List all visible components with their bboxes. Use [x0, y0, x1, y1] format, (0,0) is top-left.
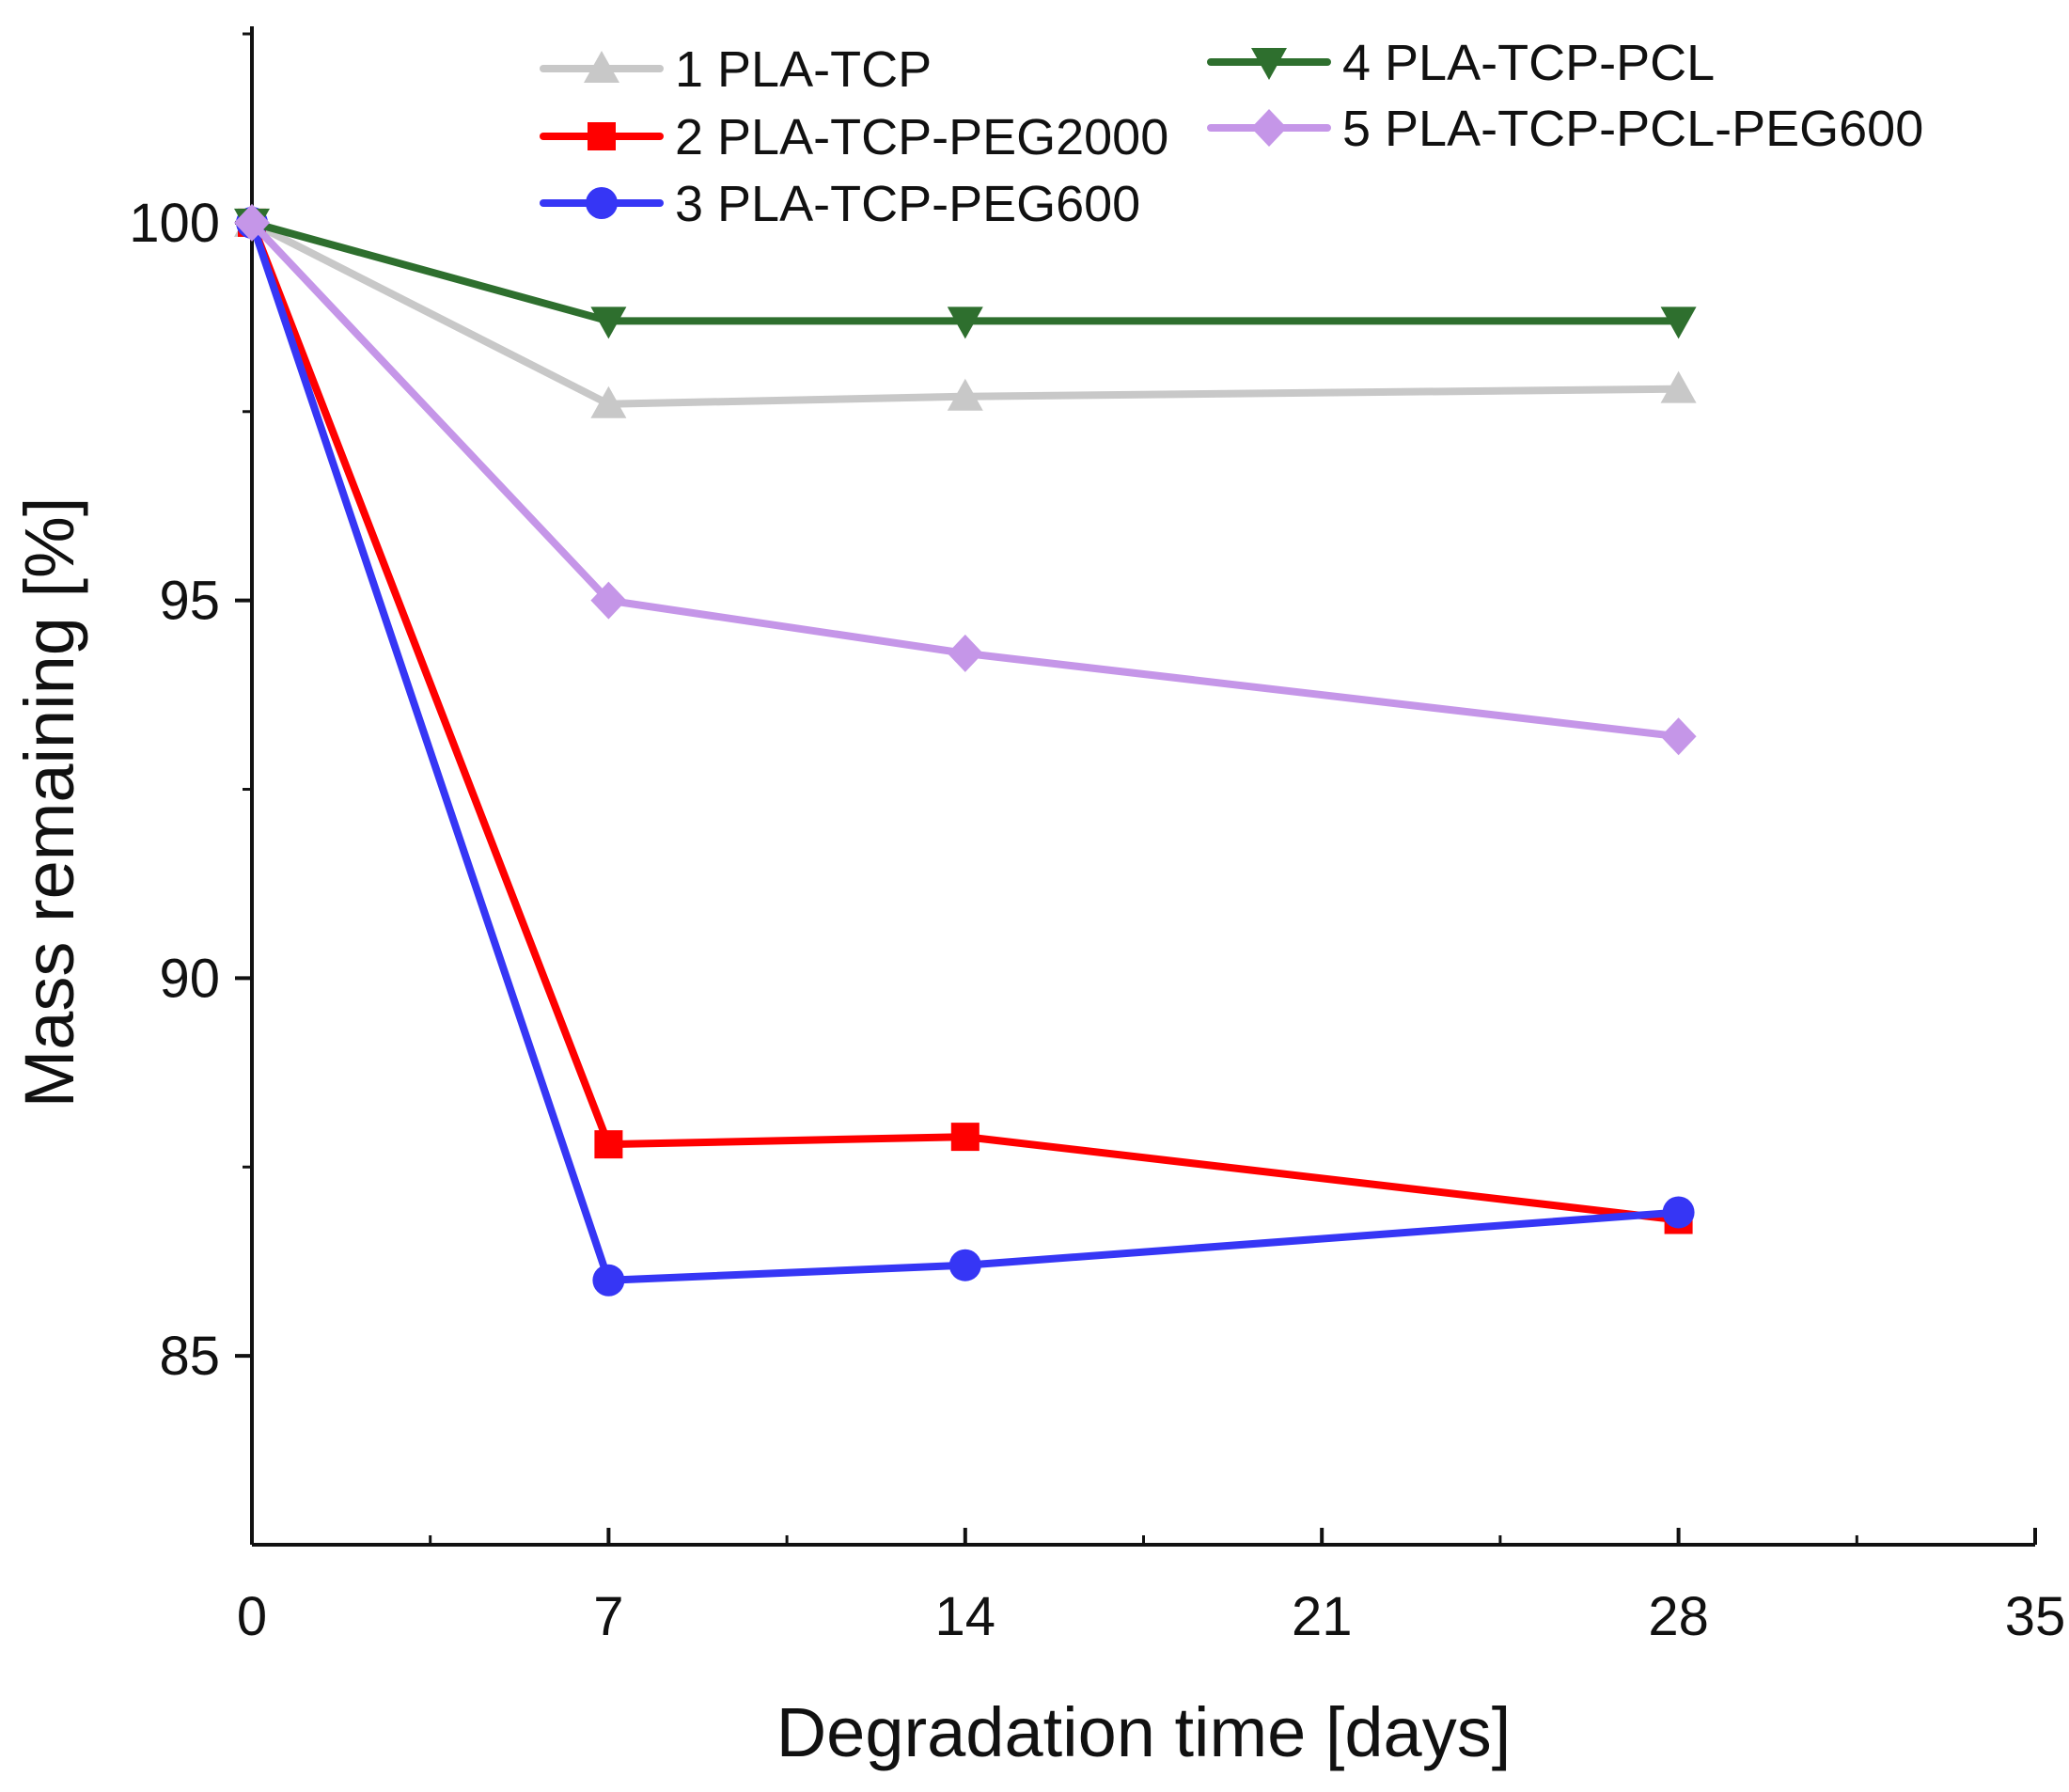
- legend-label-2-pla-tcp-peg2000: 2 PLA-TCP-PEG2000: [675, 109, 1168, 165]
- series-line-3-pla-tcp-peg600: [248, 218, 1683, 1284]
- legend-item-3-pla-tcp-peg600: 3 PLA-TCP-PEG600: [540, 176, 1140, 232]
- x-tick-label-28: 28: [1648, 1586, 1709, 1647]
- legend-label-3-pla-tcp-peg600: 3 PLA-TCP-PEG600: [675, 176, 1140, 232]
- legend-marker-2-pla-tcp-peg2000: [588, 122, 616, 150]
- x-tick-label-0: 0: [237, 1586, 267, 1647]
- legend-marker-5-pla-tcp-pcl-peg600: [1251, 109, 1287, 147]
- y-tick-label-100: 100: [129, 193, 220, 254]
- x-tick-label-7: 7: [593, 1586, 623, 1647]
- data-point-3-pla-tcp-peg600-day-7: [592, 1264, 625, 1297]
- x-tick-label-14: 14: [935, 1586, 996, 1647]
- x-tick-label-35: 35: [2005, 1586, 2066, 1647]
- series-layer: [234, 203, 1697, 1297]
- data-point-5-pla-tcp-pcl-peg600-day-28: [1660, 717, 1697, 756]
- data-point-1-pla-tcp-day-14: [947, 378, 983, 411]
- series-5-pla-tcp-pcl-peg600: [234, 203, 1697, 756]
- y-tick-label-90: 90: [159, 948, 220, 1009]
- series-line-4-pla-tcp-pcl: [248, 218, 1683, 325]
- data-point-2-pla-tcp-peg2000-day-7: [594, 1130, 623, 1159]
- legend-marker-1-pla-tcp: [584, 51, 619, 83]
- data-point-5-pla-tcp-pcl-peg600-day-7: [590, 581, 627, 620]
- series-2-pla-tcp-peg2000: [238, 208, 1693, 1234]
- series-line-5-pla-tcp-pcl-peg600: [248, 218, 1683, 741]
- y-axis-title: Mass remaining [%]: [10, 497, 88, 1108]
- legend-label-1-pla-tcp: 1 PLA-TCP: [675, 41, 932, 98]
- data-point-4-pla-tcp-pcl-day-14: [947, 307, 983, 339]
- legend: 1 PLA-TCP 2 PLA-TCP-PEG2000 3 PLA-TCP-PEG6…: [540, 35, 1923, 232]
- data-point-5-pla-tcp-pcl-peg600-day-0: [234, 203, 270, 242]
- legend-item-4-pla-tcp-pcl: 4 PLA-TCP-PCL: [1207, 35, 1715, 91]
- y-tick-label-85: 85: [159, 1326, 220, 1387]
- legend-marker-3-pla-tcp-peg600: [586, 187, 618, 219]
- x-tick-label-21: 21: [1292, 1586, 1353, 1647]
- data-point-3-pla-tcp-peg600-day-14: [948, 1249, 981, 1281]
- legend-item-1-pla-tcp: 1 PLA-TCP: [540, 41, 932, 98]
- x-axis-title: Degradation time [days]: [776, 1693, 1512, 1771]
- legend-marker-4-pla-tcp-pcl: [1251, 48, 1287, 80]
- data-point-1-pla-tcp-day-7: [590, 385, 627, 418]
- data-point-4-pla-tcp-pcl-day-28: [1660, 307, 1697, 339]
- axes-layer: 0 7 14 21 28 35 85 90 95 100 Degradation time [day…: [10, 26, 2065, 1771]
- data-point-3-pla-tcp-peg600-day-28: [1662, 1196, 1695, 1229]
- data-point-4-pla-tcp-pcl-day-7: [590, 307, 627, 339]
- legend-label-5-pla-tcp-pcl-peg600: 5 PLA-TCP-PCL-PEG600: [1342, 101, 1923, 157]
- y-tick-label-95: 95: [159, 571, 220, 632]
- data-point-2-pla-tcp-peg2000-day-14: [950, 1123, 980, 1152]
- legend-item-2-pla-tcp-peg2000: 2 PLA-TCP-PEG2000: [540, 109, 1168, 165]
- legend-label-4-pla-tcp-pcl: 4 PLA-TCP-PCL: [1342, 35, 1715, 91]
- data-point-5-pla-tcp-pcl-peg600-day-14: [947, 634, 983, 672]
- legend-item-5-pla-tcp-pcl-peg600: 5 PLA-TCP-PCL-PEG600: [1207, 101, 1923, 157]
- series-line-1-pla-tcp: [248, 218, 1683, 408]
- data-point-1-pla-tcp-day-28: [1660, 370, 1697, 403]
- series-line-2-pla-tcp-peg2000: [248, 218, 1683, 1224]
